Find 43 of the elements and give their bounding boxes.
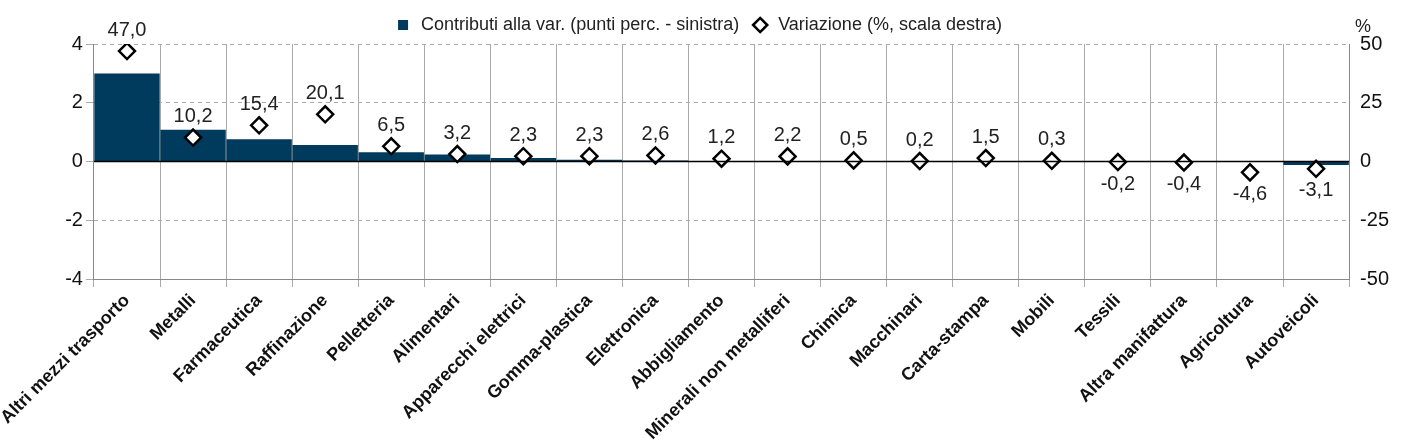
point (249, 116, 269, 135)
y-tick-label: 4 (71, 31, 83, 54)
y2-tick-label: -50 (1360, 266, 1389, 289)
data-label: 20,1 (305, 80, 345, 103)
data-label: 6,5 (377, 112, 406, 135)
y-tick-label: -4 (65, 266, 83, 289)
data-label: 2,6 (641, 121, 670, 144)
point (778, 147, 797, 166)
data-label: 15,4 (239, 91, 279, 114)
data-label: -0,4 (1166, 172, 1202, 195)
legend-label: Contributi alla var. (punti perc. - sinistra) (421, 13, 740, 34)
y2-tick-label: 25 (1360, 90, 1383, 113)
point (381, 137, 401, 156)
data-label: 1,2 (707, 125, 736, 148)
point (712, 149, 731, 168)
data-label: 0,3 (1037, 127, 1066, 150)
y2-tick-label: -25 (1360, 207, 1389, 230)
y-tick-label: 0 (71, 149, 83, 172)
data-label: -3,1 (1298, 178, 1334, 201)
y-tick-label: 2 (71, 90, 83, 113)
point (1240, 163, 1260, 182)
data-label: 2,2 (773, 122, 802, 145)
point (514, 146, 533, 166)
data-label: 10,2 (173, 104, 213, 127)
y2-tick-label: 0 (1360, 149, 1372, 172)
point (580, 146, 599, 166)
data-label: 2,3 (509, 122, 538, 145)
data-label: 47,0 (107, 17, 147, 40)
point (315, 105, 335, 124)
data-label: 2,3 (575, 122, 604, 145)
point (976, 148, 996, 168)
data-label: -0,2 (1100, 171, 1136, 194)
data-label: 1,5 (971, 124, 1000, 147)
point (646, 146, 665, 165)
data-label: 0,5 (839, 126, 868, 149)
point (448, 144, 467, 164)
y-tick-label: -2 (65, 207, 83, 230)
data-label: 3,2 (443, 120, 472, 143)
point (1306, 159, 1326, 179)
data-label: 0,2 (905, 127, 934, 150)
point (117, 44, 137, 61)
legend-label: Variazione (%, scala destra) (778, 13, 1002, 34)
data-label: -4,6 (1232, 181, 1268, 204)
